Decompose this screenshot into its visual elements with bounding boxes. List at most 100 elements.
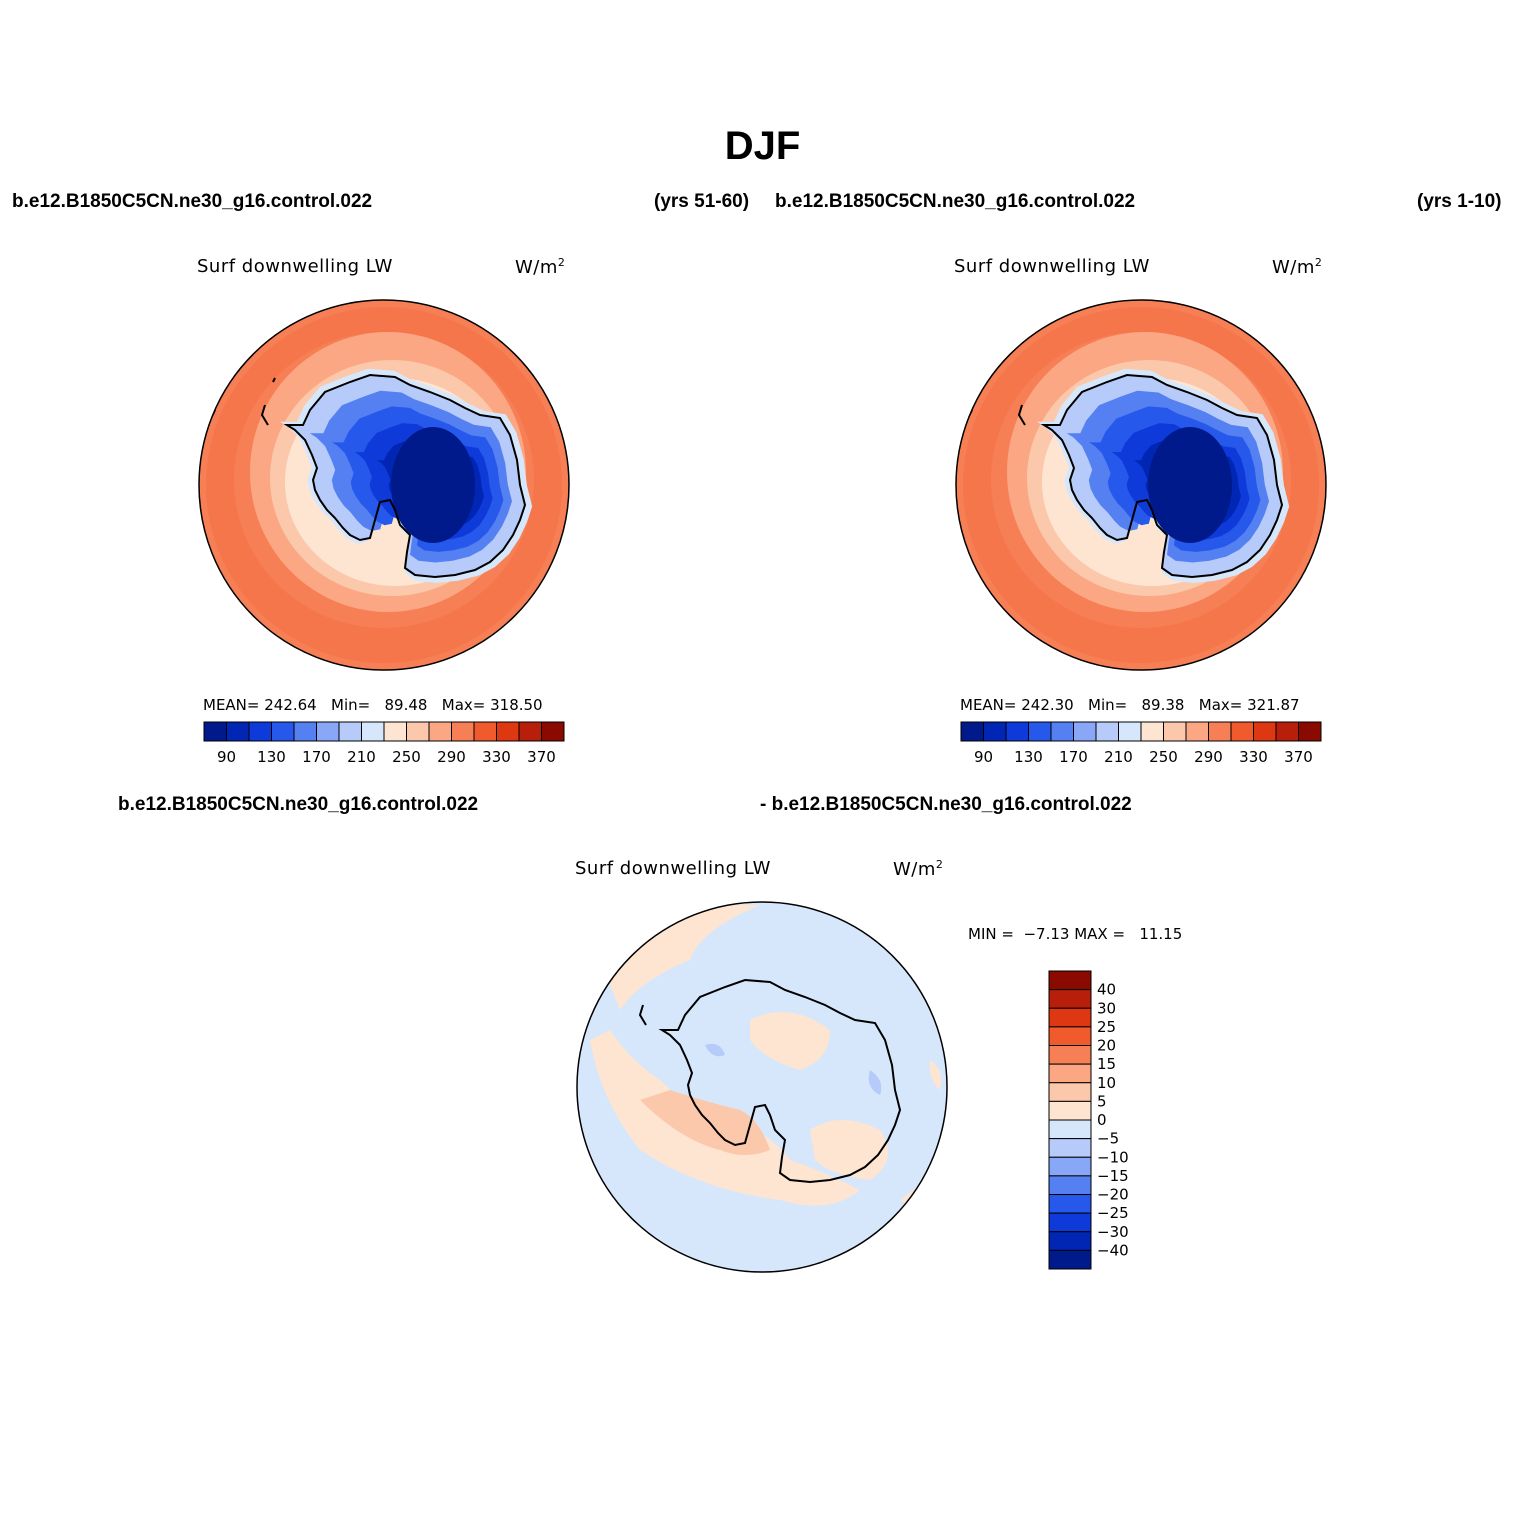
panel1-colorbar-swatch [203,721,227,742]
panel1-case-name: b.e12.B1850C5CN.ne30_g16.control.022 [12,191,373,212]
panel3-colorbar-tick-label: 10 [1097,1074,1116,1092]
panel3-colorbar-tick-label: 30 [1097,999,1116,1017]
panel1-colorbar-swatch [338,721,362,742]
panel1-colorbar-swatch [226,721,250,742]
panel1-colorbar-tick-label: 250 [392,748,421,766]
main-title: DJF [724,124,801,168]
panel3-colorbar-tick-label: −30 [1097,1223,1129,1241]
panel3-colorbar-tick-label: 40 [1097,981,1116,999]
panel2-colorbar-swatch [1298,721,1322,742]
panel1-colorbar-tick-label: 370 [527,748,556,766]
panel2-case-name: b.e12.B1850C5CN.ne30_g16.control.022 [775,191,1136,212]
panel3-colorbar-tick-label: −20 [1097,1186,1129,1204]
panel1-colorbar-swatch [541,721,565,742]
panel3-case-b: - b.e12.B1850C5CN.ne30_g16.control.022 [760,794,1132,815]
panel2-colorbar-swatch [1208,721,1232,742]
panel2-map [955,299,1327,671]
panel3-units: W/m2 [893,858,944,880]
panel1-colorbar-swatch [383,721,407,742]
panel2-colorbar-tick-label: 130 [1014,748,1043,766]
panel3-colorbar-swatch [1048,1138,1092,1158]
panel3-colorbar-tick-label: −5 [1097,1130,1119,1148]
panel3-case-a: b.e12.B1850C5CN.ne30_g16.control.022 [118,794,479,815]
panel2-colorbar-tick-label: 170 [1059,748,1088,766]
panel1-colorbar-swatch [316,721,340,742]
panel1-colorbar-tick-label: 90 [217,748,236,766]
panel1-map [198,299,570,671]
panel1-colorbar-swatch [428,721,452,742]
panel3-colorbar-swatch [1048,1100,1092,1121]
panel2-years: (yrs 1-10) [1417,191,1502,212]
panel3-variable: Surf downwelling LW [575,858,771,879]
panel3-colorbar-swatch [1048,1026,1092,1046]
panel3-colorbar-swatch [1048,1063,1092,1084]
panel2-colorbar-tick-label: 250 [1149,748,1178,766]
panel3-colorbar-swatch [1048,989,1092,1009]
panel1-colorbar-tick-label: 330 [482,748,511,766]
panel2-stats: MEAN= 242.30 Min= 89.38 Max= 321.87 [960,696,1300,714]
panel1-colorbar-tick-label: 130 [257,748,286,766]
panel2-colorbar-swatch [1253,721,1277,742]
panel1-colorbar-swatch [496,721,520,742]
panel3-colorbar-swatch [1048,1007,1092,1028]
panel3-stats: MIN = −7.13 MAX = 11.15 [968,925,1183,943]
panel2-colorbar-tick-label: 90 [974,748,993,766]
panel2-colorbar-swatch [1230,721,1254,742]
panel2-colorbar-swatch [1163,721,1187,742]
panel1-colorbar-tick-label: 170 [302,748,331,766]
panel3-colorbar-tick-label: −10 [1097,1148,1129,1166]
panel1-colorbar-swatch [406,721,430,742]
panel1-colorbar: 90 130 170 210 250 290 330 370 [203,721,565,766]
panel2-units: W/m2 [1272,256,1323,278]
panel3-colorbar-tick-label: 25 [1097,1018,1116,1036]
panel3-colorbar-tick-label: 15 [1097,1055,1116,1073]
panel3-colorbar-swatch [1048,1175,1092,1195]
panel3-colorbar-tick-label: 0 [1097,1111,1107,1129]
panel3-map [576,901,948,1273]
panel3-colorbar-tick-label: −40 [1097,1241,1129,1259]
panel3-colorbar-tick-label: −25 [1097,1204,1129,1222]
panel1-colorbar-swatch [248,721,272,742]
panel3-colorbar-tick-label: 20 [1097,1037,1116,1055]
panel2-colorbar-tick-label: 370 [1284,748,1313,766]
panel3-colorbar-tick-label: −15 [1097,1167,1129,1185]
panel2-colorbar-tick-label: 290 [1194,748,1223,766]
panel2-colorbar-swatch [1050,721,1074,742]
panel3-colorbar-swatch [1048,1212,1092,1233]
panel2-colorbar-swatch [960,721,984,742]
panel1-colorbar-tick-label: 210 [347,748,376,766]
panel2-colorbar: 90 130 170 210 250 290 330 370 [960,721,1322,766]
panel3-colorbar-swatch [1048,1082,1092,1102]
panel3-colorbar-swatch [1048,1231,1092,1251]
panel3-colorbar-swatch [1048,1119,1092,1140]
panel3-colorbar-swatch [1048,1249,1092,1270]
panel1-colorbar-swatch [451,721,475,742]
panel1-units: W/m2 [515,256,566,278]
panel2-colorbar-swatch [1185,721,1209,742]
panel3-colorbar-tick-label: 5 [1097,1092,1107,1110]
panel2-colorbar-swatch [1005,721,1029,742]
panel3-colorbar-swatch [1048,1045,1092,1065]
panel1-colorbar-swatch [293,721,317,742]
panel1-stats: MEAN= 242.64 Min= 89.48 Max= 318.50 [203,696,543,714]
panel2-colorbar-swatch [983,721,1007,742]
panel3-colorbar-swatch [1048,1194,1092,1214]
panel2-colorbar-swatch [1028,721,1052,742]
panel1-colorbar-swatch [271,721,295,742]
panel2-colorbar-swatch [1118,721,1142,742]
panel2-colorbar-tick-label: 330 [1239,748,1268,766]
panel1-colorbar-swatch [518,721,542,742]
panel1-variable: Surf downwelling LW [197,256,393,277]
panel2-colorbar-swatch [1140,721,1164,742]
panel1-years: (yrs 51-60) [654,191,750,212]
panel2-colorbar-swatch [1095,721,1119,742]
panel2-variable: Surf downwelling LW [954,256,1150,277]
panel2-colorbar-swatch [1073,721,1097,742]
panel1-colorbar-tick-label: 290 [437,748,466,766]
panel2-colorbar-swatch [1275,721,1299,742]
panel1-colorbar-swatch [361,721,385,742]
panel3-colorbar-swatch [1048,970,1092,991]
panel3-colorbar-swatch [1048,1156,1092,1177]
